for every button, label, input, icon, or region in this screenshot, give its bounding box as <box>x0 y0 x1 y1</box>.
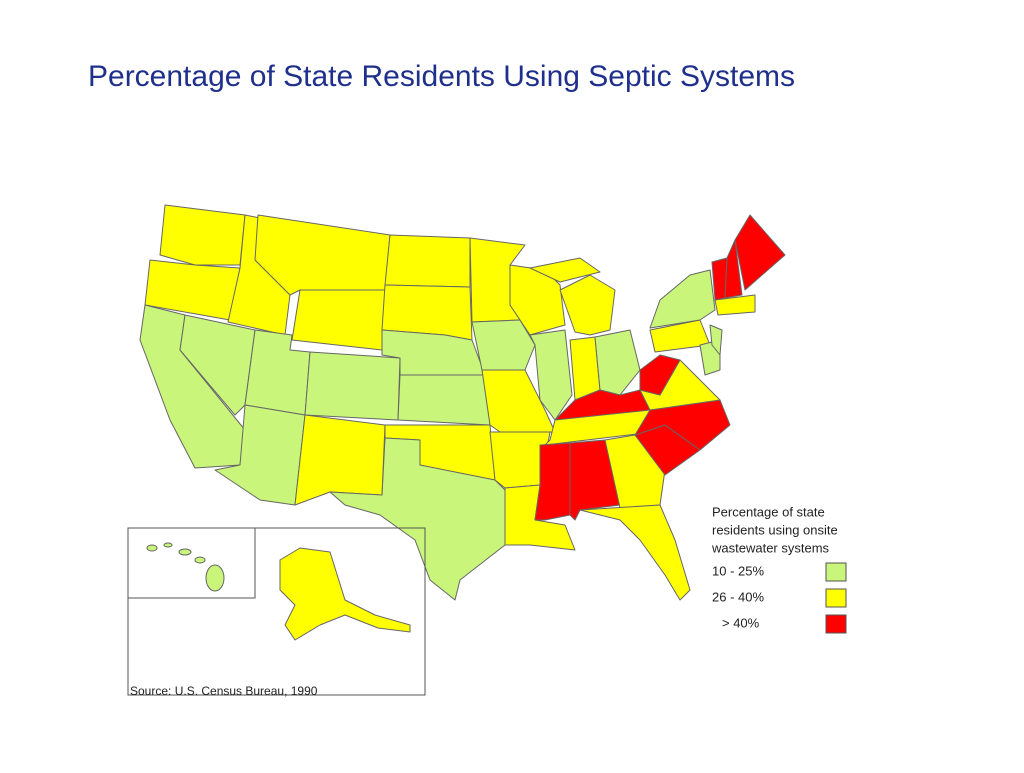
state <box>304 351 401 421</box>
state <box>534 442 571 521</box>
legend-label: 10 - 25% <box>712 563 764 578</box>
inset-divider <box>128 528 256 599</box>
hawaii-island <box>178 548 192 556</box>
state <box>594 329 641 396</box>
source: Source: U.S. Census Bureau, 1990 <box>130 684 318 698</box>
legend: Percentage of state residents using onsit… <box>711 504 847 634</box>
us-map <box>139 204 786 641</box>
state <box>529 257 601 283</box>
state <box>329 437 506 601</box>
state <box>279 547 411 641</box>
legend-label: > 40% <box>722 615 760 630</box>
legend-label: 26 - 40% <box>712 589 764 604</box>
legend-swatch <box>825 614 847 634</box>
state <box>559 274 616 336</box>
state <box>244 329 311 416</box>
legend-title: Percentage of state <box>712 504 825 519</box>
hawaii-island <box>163 542 173 548</box>
legend-swatch <box>825 588 847 608</box>
state <box>471 319 536 371</box>
state <box>291 289 386 351</box>
legend-swatch <box>825 562 847 582</box>
legend-title: residents using onsite <box>712 522 838 537</box>
state <box>384 234 471 288</box>
hawaii-island <box>205 564 225 592</box>
state <box>159 204 246 266</box>
state <box>649 269 716 329</box>
slide-title: Percentage of State Residents Using Sept… <box>88 60 795 93</box>
state <box>179 314 256 416</box>
hawaii-island <box>146 544 158 552</box>
inset-frame <box>127 527 426 696</box>
state <box>639 354 681 396</box>
state <box>724 239 743 299</box>
state <box>294 414 386 506</box>
state <box>709 324 723 356</box>
legend-title: wastewater systems <box>711 540 830 555</box>
state <box>714 294 756 316</box>
hawaii-island <box>194 556 206 564</box>
state <box>734 214 786 291</box>
state <box>579 504 691 601</box>
state <box>397 374 491 426</box>
